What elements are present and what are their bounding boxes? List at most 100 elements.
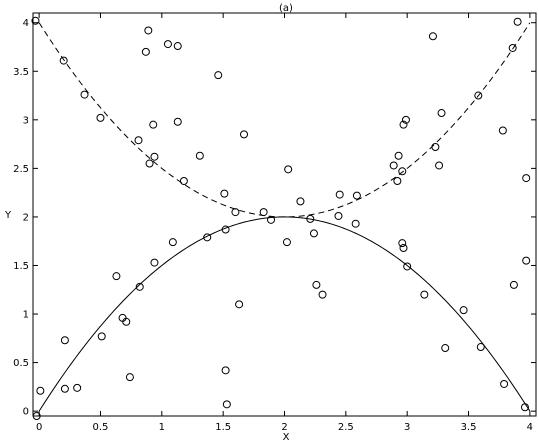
data-point — [309, 229, 318, 238]
data-point — [399, 244, 408, 253]
data-point — [403, 262, 412, 271]
data-point — [141, 47, 150, 56]
lower-curve-solid — [38, 216, 531, 412]
data-point — [73, 383, 82, 392]
data-point — [334, 211, 343, 220]
y-axis-label: Y — [4, 210, 12, 221]
data-point — [399, 120, 408, 129]
fitted-curves — [38, 22, 531, 412]
y-tick-label: 2 — [23, 212, 29, 223]
data-point — [520, 403, 529, 412]
data-point — [318, 290, 327, 299]
x-tick-label: 4 — [527, 422, 533, 433]
data-point — [179, 176, 188, 185]
data-point — [351, 219, 360, 228]
data-point — [513, 17, 522, 26]
data-point — [500, 379, 509, 388]
data-point — [173, 117, 182, 126]
data-point — [80, 90, 89, 99]
data-point — [352, 191, 361, 200]
data-point — [401, 115, 410, 124]
data-point — [221, 366, 230, 375]
y-tick-label: 0 — [23, 407, 29, 418]
data-point — [420, 290, 429, 299]
data-point — [312, 280, 321, 289]
y-tick-label: 3 — [23, 115, 29, 126]
upper-curve-dashed — [38, 22, 531, 218]
x-tick-label: 2 — [281, 422, 287, 433]
data-point — [296, 197, 305, 206]
x-tick-labels: 0 0.5 1 1.5 2 2.5 3 3.5 4 — [36, 422, 533, 433]
data-point — [163, 40, 172, 49]
data-point — [437, 109, 446, 118]
data-point — [195, 151, 204, 160]
data-point — [267, 215, 276, 224]
x-tick-label: 0 — [36, 422, 42, 433]
data-point — [508, 43, 517, 52]
data-point — [428, 32, 437, 41]
data-point — [394, 151, 403, 160]
x-tick-label: 0.5 — [93, 422, 109, 433]
x-axis-label: X — [283, 432, 290, 443]
data-point — [203, 233, 212, 242]
data-point — [335, 190, 344, 199]
axis-ticks — [33, 13, 536, 416]
y-tick-label: 2.5 — [13, 164, 29, 175]
data-point — [398, 167, 407, 176]
x-tick-label: 3.5 — [461, 422, 477, 433]
scatter-points — [31, 16, 531, 420]
data-point — [393, 176, 402, 185]
data-point — [240, 130, 249, 139]
data-point — [214, 71, 223, 80]
data-point — [306, 214, 315, 223]
data-point — [60, 384, 69, 393]
data-point — [150, 258, 159, 267]
x-tick-label: 1 — [159, 422, 165, 433]
data-point — [259, 208, 268, 217]
data-point — [509, 280, 518, 289]
data-point — [221, 225, 230, 234]
y-tick-label: 1 — [23, 310, 29, 321]
data-point — [149, 120, 158, 129]
x-tick-label: 1.5 — [215, 422, 231, 433]
data-point — [173, 42, 182, 51]
data-point — [398, 239, 407, 248]
y-tick-label: 3.5 — [13, 67, 29, 78]
data-point — [168, 238, 177, 247]
data-point — [220, 189, 229, 198]
data-point — [112, 272, 121, 281]
data-point — [145, 159, 154, 168]
data-point — [135, 282, 144, 291]
data-point — [522, 256, 531, 265]
data-point — [498, 126, 507, 135]
x-tick-label: 3 — [404, 422, 410, 433]
data-point — [431, 143, 440, 152]
y-tick-label: 4 — [23, 18, 29, 29]
data-point — [60, 336, 69, 345]
plot-frame — [32, 12, 537, 417]
data-point — [96, 113, 105, 122]
data-point — [435, 161, 444, 170]
data-point — [134, 136, 143, 145]
data-point — [522, 174, 531, 183]
data-point — [284, 165, 293, 174]
y-tick-labels: 0 0.5 1 1.5 2 2.5 3 3.5 4 — [13, 18, 29, 417]
data-point — [150, 152, 159, 161]
data-point — [222, 400, 231, 409]
x-tick-label: 2.5 — [338, 422, 354, 433]
data-point — [235, 300, 244, 309]
data-point — [144, 26, 153, 35]
y-tick-label: 1.5 — [13, 261, 29, 272]
data-point — [459, 306, 468, 315]
data-point — [231, 208, 240, 217]
data-point — [59, 56, 68, 65]
data-point — [122, 317, 131, 326]
data-point — [97, 332, 106, 341]
chart-title: (a) — [279, 3, 293, 14]
data-point — [441, 344, 450, 353]
data-point — [282, 238, 291, 247]
y-tick-label: 0.5 — [13, 358, 29, 369]
data-point — [474, 91, 483, 100]
data-point — [125, 373, 134, 382]
